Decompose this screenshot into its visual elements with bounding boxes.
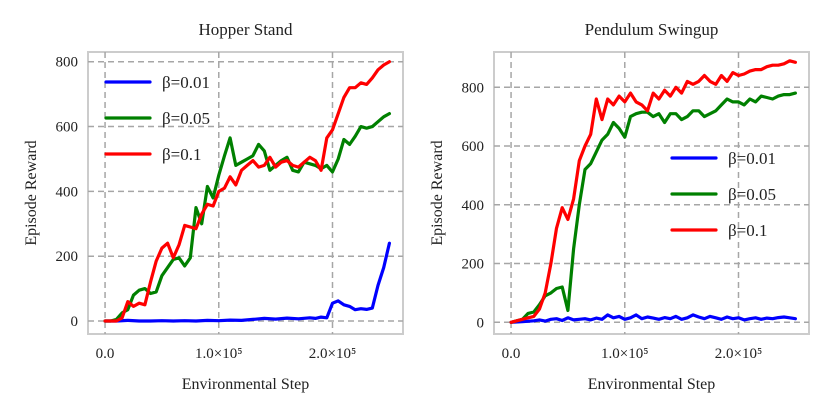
chart-pendulum-swingup-ytick-label: 600 — [462, 139, 485, 155]
chart-pendulum-swingup-xtick-label: 2.0×10⁵ — [715, 346, 762, 362]
chart-hopper-stand-ytick-label: 400 — [56, 184, 79, 200]
chart-pendulum-swingup-series-line-0-05 — [509, 91, 798, 324]
chart-pendulum-swingup-series-line-0-1 — [509, 59, 798, 324]
chart-hopper-stand-series-line-0-01 — [103, 241, 391, 323]
chart-hopper-stand-legend-label: β=0.01 — [162, 73, 210, 92]
chart-hopper-stand-series-line-0-1 — [103, 60, 391, 323]
chart-hopper-stand-frame — [87, 51, 404, 335]
chart-pendulum-swingup-title: Pendulum Swingup — [585, 20, 719, 39]
chart-hopper-stand-ytick-label: 200 — [56, 249, 79, 265]
chart-hopper-stand: 0.0 1.0×10⁵ 2.0×10⁵ 0 200 400 600 800 Hopper St… — [23, 20, 404, 393]
chart-hopper-stand-ticks: 0.0 1.0×10⁵ 2.0×10⁵ 0 200 400 600 800 — [56, 55, 357, 362]
chart-pendulum-swingup-ytick-label: 0 — [477, 315, 485, 331]
chart-pendulum-swingup-legend-label: β=0.05 — [728, 185, 776, 204]
chart-hopper-stand-legend-label: β=0.05 — [162, 109, 210, 128]
chart-pendulum-swingup-ticks: 0.0 1.0×10⁵ 2.0×10⁵ 0 200 400 600 800 — [462, 80, 763, 362]
chart-pendulum-swingup-xtick-label: 1.0×10⁵ — [601, 346, 648, 362]
chart-hopper-stand-legend-label: β=0.1 — [162, 145, 202, 164]
chart-pendulum-swingup-legend: β=0.01 β=0.05 β=0.1 — [670, 149, 776, 240]
chart-hopper-stand-series-line-0-05 — [103, 111, 391, 323]
chart-pendulum-swingup-ylabel: Episode Reward — [429, 140, 446, 245]
chart-pendulum-swingup-legend-label: β=0.01 — [728, 149, 776, 168]
chart-pendulum-swingup-legend-label: β=0.1 — [728, 221, 768, 240]
chart-hopper-stand-title: Hopper Stand — [199, 20, 293, 39]
chart-hopper-stand-xtick-label: 1.0×10⁵ — [195, 346, 242, 362]
chart-pendulum-swingup-ytick-label: 800 — [462, 80, 485, 96]
chart-pendulum-swingup-xlabel: Environmental Step — [588, 376, 716, 393]
chart-hopper-stand-legend: β=0.01 β=0.05 β=0.1 — [104, 73, 210, 164]
chart-pendulum-swingup-series-line-0-01 — [509, 313, 798, 324]
chart-pendulum-swingup-ytick-label: 200 — [462, 257, 485, 273]
chart-pendulum-swingup-series — [509, 59, 798, 324]
chart-hopper-stand-xlabel: Environmental Step — [182, 376, 310, 393]
chart-hopper-stand-xtick-label: 0.0 — [96, 346, 115, 362]
chart-hopper-stand-ytick-label: 0 — [71, 314, 79, 330]
chart-hopper-stand-ylabel: Episode Reward — [23, 140, 40, 245]
chart-hopper-stand-series — [103, 60, 391, 323]
chart-hopper-stand-xtick-label: 2.0×10⁵ — [309, 346, 356, 362]
chart-pendulum-swingup-xtick-label: 0.0 — [502, 346, 521, 362]
chart-hopper-stand-ytick-label: 600 — [56, 120, 79, 136]
chart-pendulum-swingup: 0.0 1.0×10⁵ 2.0×10⁵ 0 200 400 600 800 Pendulum … — [429, 20, 810, 393]
chart-hopper-stand-ytick-label: 800 — [56, 55, 79, 71]
chart-pendulum-swingup-ytick-label: 400 — [462, 198, 485, 214]
